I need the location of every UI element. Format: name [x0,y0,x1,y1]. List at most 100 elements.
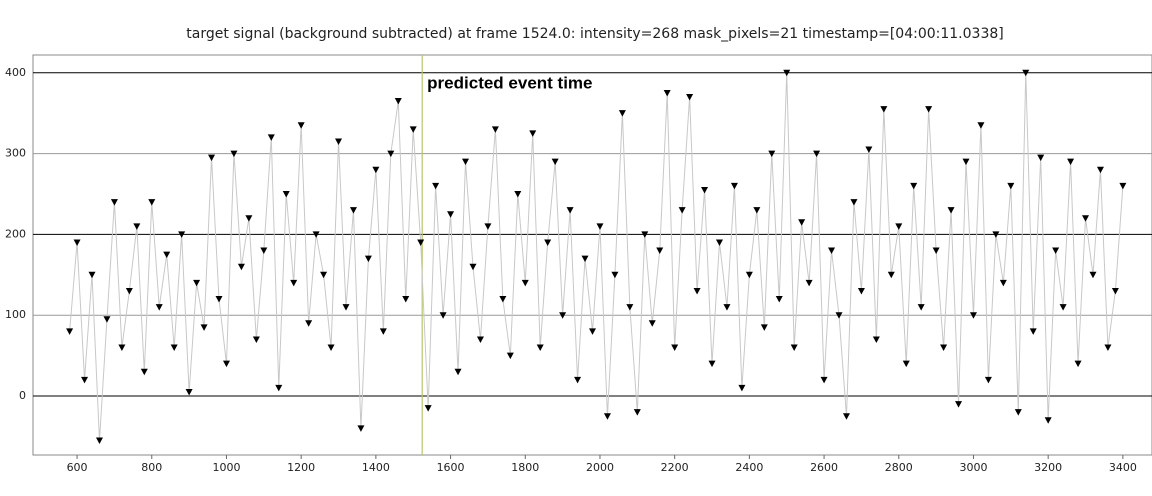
marker [275,384,283,392]
marker [81,376,89,384]
marker [394,98,402,105]
marker [424,405,432,412]
marker [66,328,74,335]
marker [529,130,537,137]
marker [566,207,574,214]
marker [312,231,320,238]
marker [887,271,895,279]
marker [454,368,462,376]
marker [387,150,395,158]
marker [611,271,619,279]
marker [775,296,783,303]
marker [678,207,686,214]
marker [230,150,238,158]
marker [753,207,761,214]
marker [984,376,992,384]
marker [603,413,611,420]
x-tick-label: 3400 [1109,461,1137,474]
marker [798,219,806,226]
marker [656,247,664,255]
x-tick-label: 1800 [511,461,539,474]
marker [910,182,918,190]
marker [813,150,821,158]
marker [783,69,791,77]
marker [364,255,372,263]
marker [730,182,738,190]
marker [514,190,522,198]
marker [260,247,268,255]
marker [476,336,484,343]
marker [88,271,96,279]
marker [872,336,880,343]
marker [693,287,701,295]
marker [947,207,955,214]
chart-title: target signal (background subtracted) at… [186,26,1003,42]
marker [215,296,223,303]
marker [372,166,380,174]
marker [1067,158,1075,166]
marker [521,279,529,287]
marker [1052,247,1060,255]
marker [320,271,328,279]
y-tick-label: 0 [19,389,26,402]
marker [865,146,873,154]
marker [977,122,985,129]
marker [686,94,694,101]
marker [193,279,201,287]
marker [536,344,544,352]
marker [805,279,813,287]
marker [125,287,133,295]
marker [663,89,671,97]
marker [857,287,865,295]
plot-area [32,54,1152,456]
marker [1029,328,1037,335]
marker [118,344,126,352]
x-tick-label: 2200 [661,461,689,474]
marker [170,344,178,352]
marker [768,150,776,158]
marker [723,304,731,311]
x-tick-label: 2800 [885,461,913,474]
marker [245,215,253,222]
marker [626,304,634,311]
marker [745,271,753,279]
marker [902,360,910,368]
marker [551,158,559,166]
marker [357,425,365,432]
marker [1089,271,1097,279]
marker [237,263,245,271]
marker [103,316,111,323]
marker [335,138,343,145]
marker [992,231,1000,238]
x-tick-label: 1600 [437,461,465,474]
marker [110,199,118,206]
marker [133,223,141,230]
marker [618,110,626,117]
marker [95,437,103,444]
series-line [69,72,1124,441]
marker [469,263,477,271]
marker [327,344,335,352]
x-tick-label: 3200 [1034,461,1062,474]
marker [297,122,305,129]
marker [574,376,582,384]
marker [1104,344,1112,352]
x-tick-label: 600 [67,461,88,474]
marker [402,296,410,303]
x-tick-label: 2000 [586,461,614,474]
marker [738,384,746,392]
marker [596,223,604,230]
marker [163,251,171,259]
marker [999,279,1007,287]
marker [484,223,492,230]
marker [447,211,455,218]
marker [491,126,499,133]
marker [715,239,723,246]
marker [1044,417,1052,424]
marker [633,409,641,416]
marker [559,312,567,319]
marker [835,312,843,319]
marker [267,134,275,141]
marker [842,413,850,420]
marker [305,320,313,327]
